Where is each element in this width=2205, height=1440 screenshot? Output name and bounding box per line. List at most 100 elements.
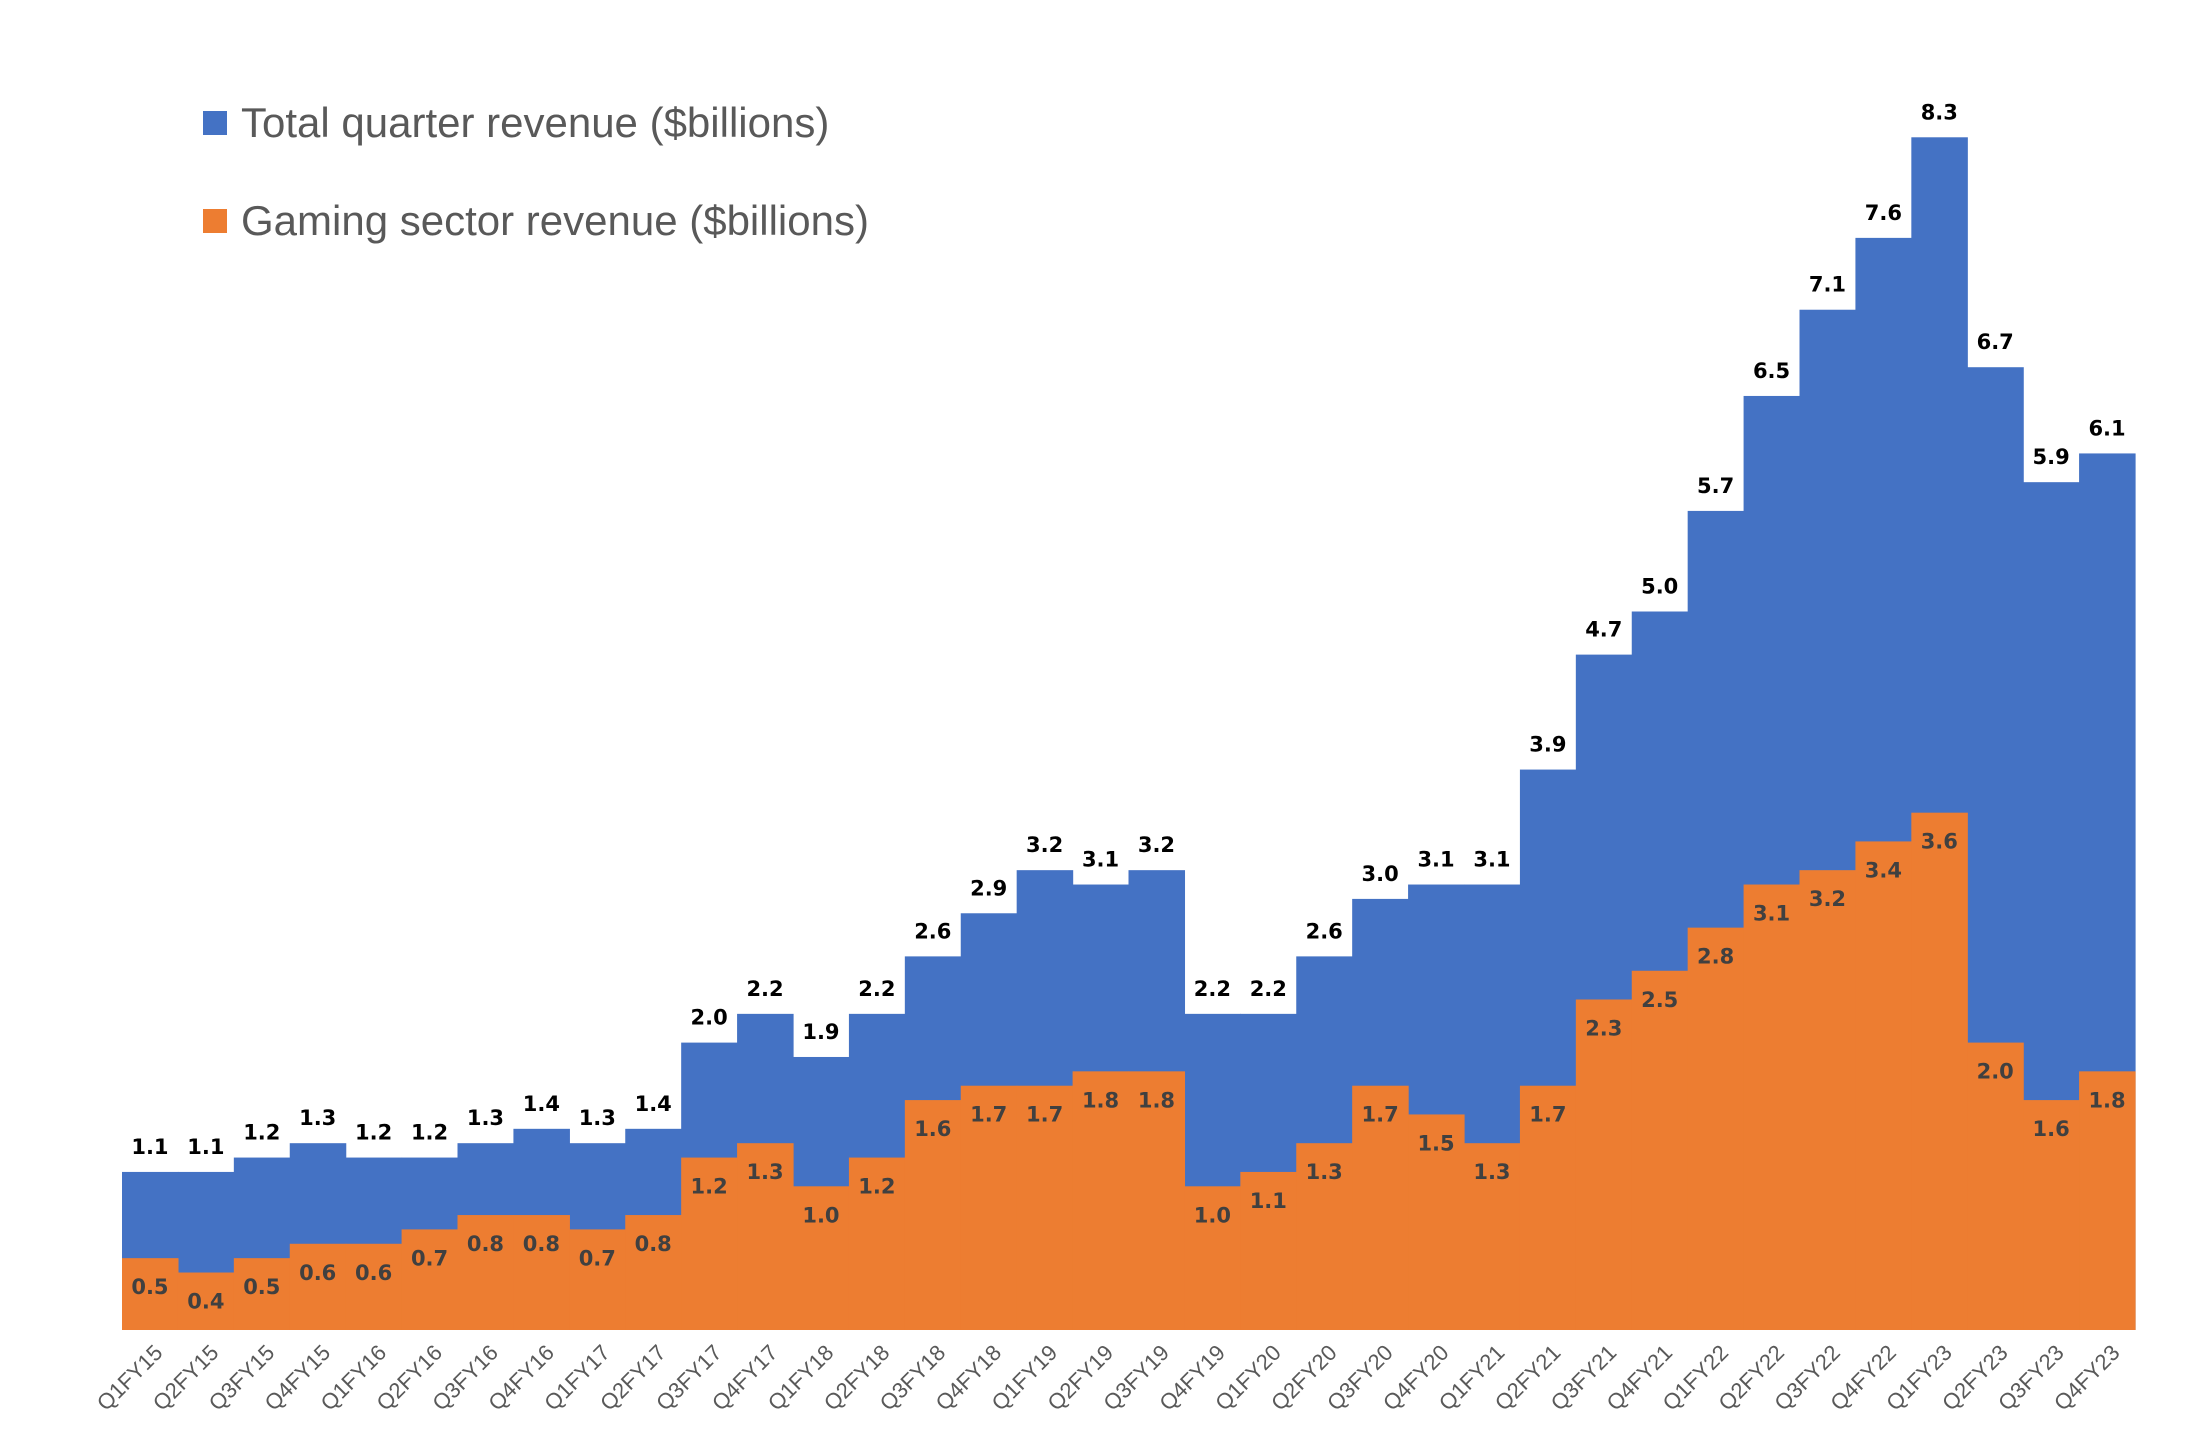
total-value-label: 7.6 [1865, 201, 1902, 225]
gaming-bar-Q4FY20 [1408, 1114, 1465, 1330]
gaming-bar-Q1FY20 [1240, 1171, 1297, 1330]
gaming-value-label: 1.7 [1362, 1103, 1399, 1127]
gaming-bar-Q3FY17 [681, 1157, 738, 1330]
gaming-value-label: 3.4 [1865, 858, 1902, 882]
gaming-bar-Q1FY17 [569, 1229, 626, 1330]
total-value-label: 3.2 [1026, 833, 1063, 857]
gaming-value-label: 1.3 [746, 1160, 783, 1184]
gaming-value-label: 3.1 [1753, 902, 1790, 926]
gaming-bar-Q2FY17 [625, 1215, 682, 1330]
gaming-value-label: 3.6 [1921, 830, 1958, 854]
gaming-value-label: 1.8 [1138, 1088, 1175, 1112]
gaming-bar-Q4FY23 [2079, 1071, 2136, 1330]
total-value-label: 8.3 [1921, 100, 1958, 124]
gaming-value-label: 0.8 [467, 1232, 504, 1256]
gaming-bar-Q2FY19 [1072, 1071, 1130, 1330]
total-value-label: 3.2 [1138, 833, 1175, 857]
gaming-bar-Q1FY16 [345, 1243, 403, 1330]
total-value-label: 1.1 [187, 1135, 224, 1159]
total-value-label: 4.7 [1585, 618, 1622, 642]
gaming-value-label: 2.8 [1697, 945, 1734, 969]
legend-item-total: Total quarter revenue ($billions) [203, 96, 869, 150]
gaming-bar-Q1FY23 [1911, 812, 1968, 1330]
gaming-bar-Q2FY21 [1519, 1085, 1577, 1330]
gaming-bar-Q1FY22 [1687, 927, 1745, 1330]
gaming-bar-Q2FY23 [1967, 1042, 2024, 1330]
legend-swatch-gaming [203, 209, 227, 233]
gaming-bar-Q3FY19 [1128, 1071, 1186, 1330]
gaming-value-label: 2.3 [1585, 1016, 1622, 1040]
total-value-label: 6.1 [2088, 416, 2125, 440]
total-value-label: 1.2 [243, 1121, 280, 1145]
total-value-label: 1.2 [411, 1121, 448, 1145]
gaming-bar-Q1FY18 [793, 1186, 850, 1330]
total-value-label: 2.2 [1194, 977, 1231, 1001]
gaming-value-label: 1.1 [1250, 1189, 1287, 1213]
gaming-value-label: 0.5 [131, 1275, 168, 1299]
gaming-value-label: 1.3 [1306, 1160, 1343, 1184]
gaming-bar-Q1FY19 [1016, 1085, 1074, 1330]
gaming-value-label: 1.2 [858, 1175, 895, 1199]
gaming-value-label: 0.7 [411, 1246, 448, 1270]
total-value-label: 1.4 [635, 1092, 672, 1116]
gaming-value-label: 1.6 [2033, 1117, 2070, 1141]
gaming-bar-Q1FY21 [1464, 1143, 1521, 1330]
gaming-bar-Q1FY15 [122, 1258, 179, 1330]
total-value-label: 5.9 [2033, 445, 2070, 469]
total-value-label: 5.7 [1697, 474, 1734, 498]
gaming-value-label: 1.3 [1473, 1160, 1510, 1184]
gaming-series [122, 812, 2136, 1330]
gaming-bar-Q2FY16 [401, 1229, 459, 1330]
gaming-value-label: 1.8 [1082, 1088, 1119, 1112]
gaming-bar-Q3FY21 [1575, 999, 1633, 1330]
gaming-bar-Q2FY15 [177, 1272, 235, 1330]
gaming-value-label: 1.5 [1417, 1131, 1454, 1155]
gaming-value-label: 1.0 [1194, 1203, 1231, 1227]
total-value-label: 3.1 [1417, 848, 1454, 872]
total-value-label: 5.0 [1641, 575, 1678, 599]
gaming-bar-Q3FY20 [1352, 1085, 1409, 1330]
gaming-bar-Q3FY23 [2023, 1100, 2080, 1330]
gaming-bar-Q2FY18 [848, 1157, 906, 1330]
gaming-bar-Q4FY18 [960, 1085, 1018, 1330]
gaming-value-label: 3.2 [1809, 887, 1846, 911]
total-value-label: 3.0 [1362, 862, 1399, 886]
gaming-bar-Q4FY16 [513, 1215, 570, 1330]
total-value-label: 3.1 [1473, 848, 1510, 872]
gaming-value-label: 1.0 [802, 1203, 839, 1227]
total-value-label: 1.9 [802, 1020, 839, 1044]
legend-label-total: Total quarter revenue ($billions) [241, 99, 830, 146]
total-value-label: 1.3 [467, 1106, 504, 1130]
total-value-label: 2.6 [1306, 919, 1343, 943]
gaming-value-label: 1.7 [1529, 1103, 1566, 1127]
gaming-bar-Q3FY18 [904, 1100, 962, 1330]
total-value-label: 1.4 [523, 1092, 560, 1116]
gaming-value-label: 2.0 [1977, 1060, 2014, 1084]
legend-item-gaming: Gaming sector revenue ($billions) [203, 194, 869, 248]
total-value-label: 6.5 [1753, 359, 1790, 383]
gaming-value-label: 0.8 [635, 1232, 672, 1256]
total-value-label: 3.9 [1529, 733, 1566, 757]
gaming-value-label: 0.6 [299, 1261, 336, 1285]
gaming-value-label: 0.4 [187, 1290, 224, 1314]
gaming-value-label: 0.5 [243, 1275, 280, 1299]
gaming-value-label: 1.6 [914, 1117, 951, 1141]
gaming-value-label: 1.2 [691, 1175, 728, 1199]
legend: Total quarter revenue ($billions) Gaming… [203, 96, 869, 292]
gaming-value-label: 0.7 [579, 1246, 616, 1270]
gaming-value-label: 1.7 [1026, 1103, 1063, 1127]
gaming-bar-Q3FY15 [233, 1258, 291, 1330]
gaming-bar-Q4FY17 [737, 1143, 794, 1330]
gaming-bar-Q3FY16 [457, 1215, 515, 1330]
total-value-label: 2.2 [858, 977, 895, 1001]
total-value-label: 7.1 [1809, 273, 1846, 297]
gaming-value-label: 0.6 [355, 1261, 392, 1285]
gaming-bar-Q3FY22 [1799, 870, 1857, 1330]
gaming-bar-Q4FY21 [1631, 970, 1689, 1330]
total-value-label: 1.1 [131, 1135, 168, 1159]
total-value-label: 2.6 [914, 919, 951, 943]
total-value-label: 2.0 [691, 1006, 728, 1030]
total-value-label: 6.7 [1977, 330, 2014, 354]
